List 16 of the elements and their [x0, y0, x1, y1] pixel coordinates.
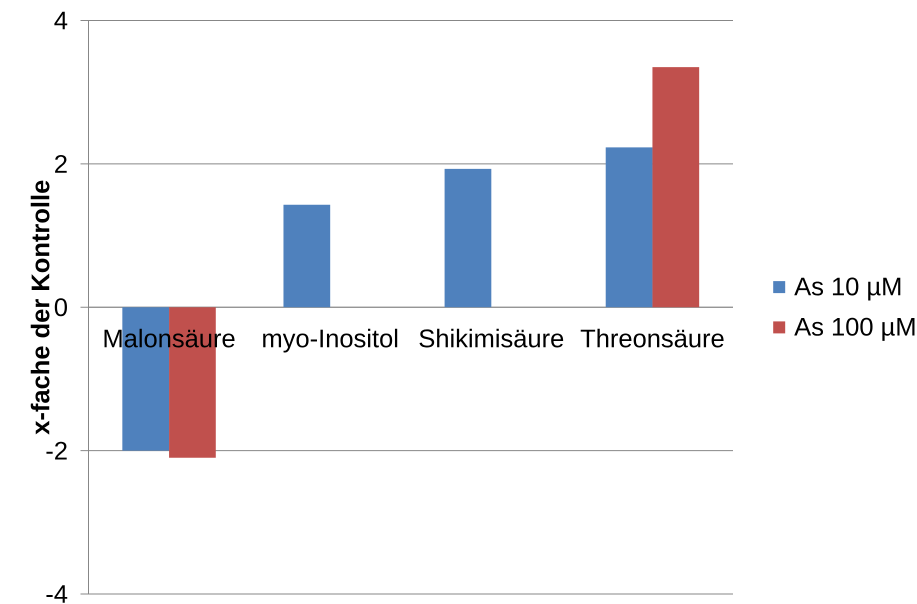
legend-label: As 10 µM [794, 277, 900, 301]
x-tick-label: myo-Inositol [263, 328, 398, 353]
bar [652, 67, 700, 308]
bar [444, 168, 492, 308]
y-tick-label: 0 [54, 298, 67, 316]
y-axis-title: x-fache der Kontrolle [30, 180, 50, 435]
x-tick-label: Shikimisäure [419, 328, 564, 348]
bar [283, 204, 330, 308]
legend-label: As 100 µM [794, 318, 914, 341]
x-tick-label: Malonsäure [104, 328, 235, 348]
y-tick-label: -4 [46, 585, 68, 603]
y-tick-label: 4 [54, 12, 68, 30]
x-tick-label: Threonsäure [580, 328, 724, 348]
y-tick-label: -2 [46, 442, 67, 460]
y-tick-label: 2 [55, 154, 67, 173]
bar [606, 147, 652, 308]
